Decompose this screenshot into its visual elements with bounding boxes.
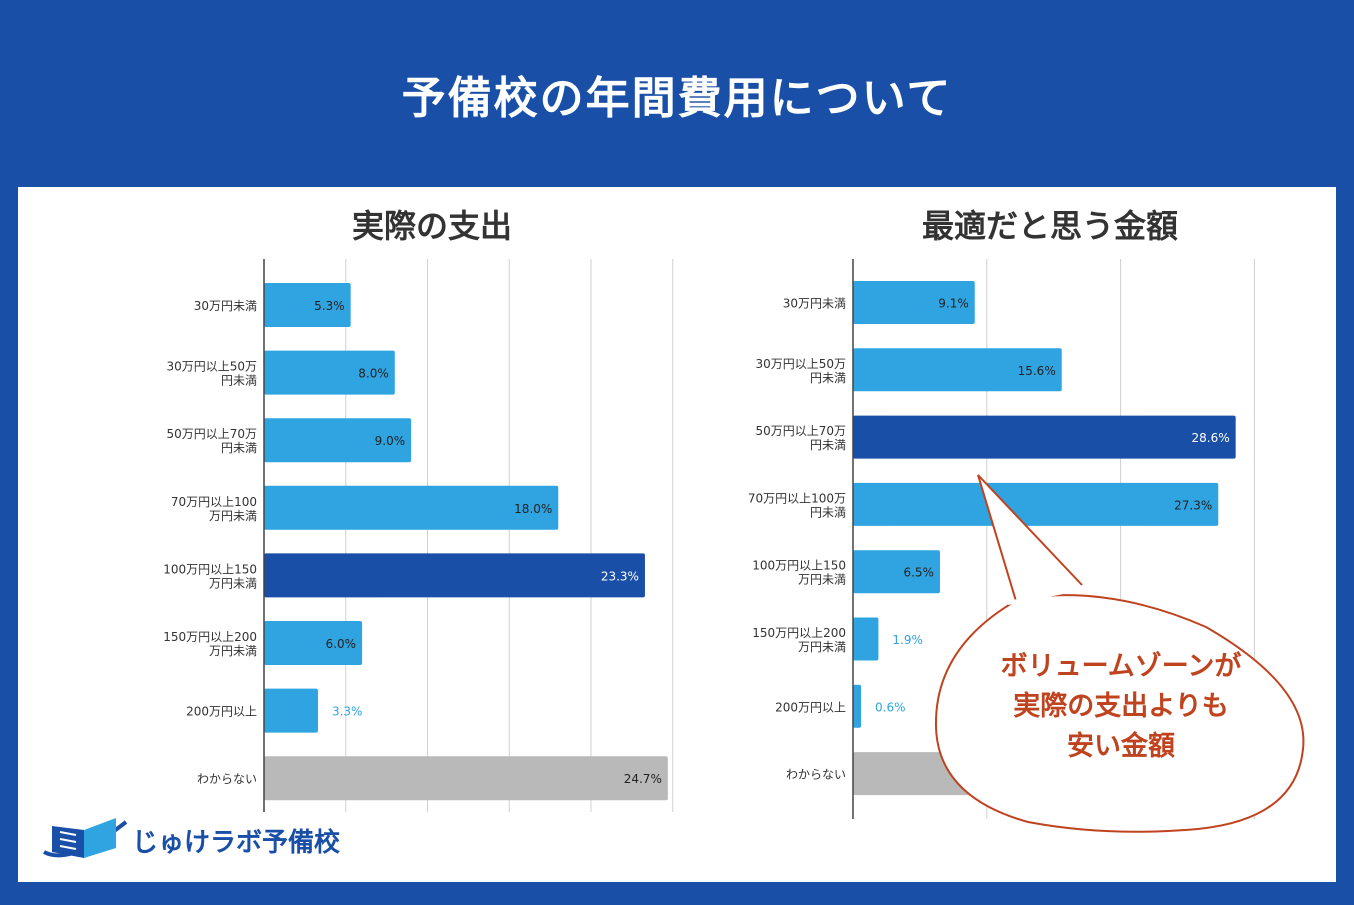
logo-text: じゅけラボ予備校: [132, 828, 341, 858]
category-label-0-4-1: 万円未満: [209, 576, 257, 590]
category-label-0-1-1: 円未満: [221, 374, 257, 388]
category-label-0-2-0: 50万円以上70万: [166, 427, 257, 441]
callout-text-1: 実際の支出よりも: [1013, 690, 1228, 722]
bar-label-0-1: 8.0%: [358, 367, 389, 381]
category-label-1-3-0: 70万円以上100万: [748, 491, 846, 505]
bar-0-1: [264, 350, 395, 395]
category-label-1-6-0: 200万円以上: [775, 700, 846, 714]
page-title: 予備校の年間費用について: [401, 73, 953, 124]
category-label-0-6-0: 200万円以上: [186, 705, 257, 719]
bar-1-3: [853, 482, 1219, 526]
bar-0-4: [264, 553, 645, 598]
bar-1-0: [853, 281, 975, 324]
bar-label-0-5: 6.0%: [326, 637, 357, 651]
bar-1-1: [853, 348, 1062, 392]
chart-title-1: 最適だと思う金額: [922, 207, 1178, 245]
category-label-1-3-1: 円未満: [810, 505, 846, 519]
bar-0-6: [264, 688, 318, 733]
category-label-0-3-1: 万円未満: [209, 509, 257, 523]
category-label-1-4-1: 万円未満: [798, 573, 846, 587]
bar-0-3: [264, 485, 559, 530]
bar-label-0-0: 5.3%: [314, 299, 345, 313]
category-label-1-0-0: 30万円未満: [783, 297, 846, 311]
chart-canvas: 実際の支出5.3%30万円未満8.0%30万円以上50万円未満9.0%50万円以…: [163, 207, 1305, 833]
book-logo-icon: [43, 818, 128, 858]
category-label-0-5-1: 万円未満: [209, 644, 257, 658]
chart-title-0: 実際の支出: [352, 207, 512, 245]
category-label-1-1-1: 円未満: [810, 371, 846, 385]
bar-0-7: [264, 756, 668, 801]
bar-label-0-6: 3.3%: [332, 705, 363, 719]
category-label-0-1-0: 30万円以上50万: [166, 360, 257, 374]
bar-label-1-4: 6.5%: [903, 566, 934, 580]
callout-text-0: ボリュームゾーンが: [1001, 650, 1242, 682]
bar-label-0-7: 24.7%: [624, 772, 662, 786]
bar-1-6: [853, 684, 862, 728]
bar-1-2: [853, 415, 1236, 459]
bar-1-4: [853, 550, 940, 594]
callout-bubble: [934, 594, 1305, 833]
bar-label-1-5: 1.9%: [892, 633, 923, 647]
category-label-1-4-0: 100万円以上150: [752, 559, 846, 573]
category-label-0-0-0: 30万円未満: [194, 299, 257, 313]
category-label-1-5-1: 万円未満: [798, 640, 846, 654]
bar-label-1-0: 9.1%: [938, 297, 969, 311]
category-label-0-5-0: 150万円以上200: [163, 630, 257, 644]
callout-tail: [977, 474, 1083, 602]
category-label-0-4-0: 100万円以上150: [163, 562, 257, 576]
bar-label-1-1: 15.6%: [1018, 364, 1056, 378]
chart-panel: 実際の支出 5.3% 30万円未満 8.0% 30万円以上50万 円未満 9.0% 50万円以…: [18, 187, 1336, 882]
bar-0-2: [264, 418, 412, 463]
bar-label-0-3: 18.0%: [514, 502, 552, 516]
category-label-0-2-1: 円未満: [221, 441, 257, 455]
bar-0-0: [264, 283, 351, 327]
category-label-1-7-0: わからない: [786, 768, 846, 782]
category-label-1-2-0: 50万円以上70万: [755, 424, 846, 438]
bar-1-5: [853, 617, 879, 661]
bar-label-0-4: 23.3%: [601, 569, 639, 583]
callout-tail-join: [1007, 585, 1089, 605]
category-label-1-1-0: 30万円以上50万: [755, 357, 846, 371]
category-label-1-2-1: 円未満: [810, 438, 846, 452]
callout-text-2: 安い金額: [1067, 730, 1175, 762]
bar-0-5: [264, 621, 363, 665]
bar-label-1-3: 27.3%: [1174, 498, 1212, 512]
bar-label-0-2: 9.0%: [375, 434, 406, 448]
bar-label-1-2: 28.6%: [1192, 431, 1230, 445]
bar-label-1-6: 0.6%: [875, 700, 906, 714]
category-label-0-7-0: わからない: [197, 772, 257, 786]
category-label-0-3-0: 70万円以上100: [171, 495, 257, 509]
category-label-1-5-0: 150万円以上200: [752, 626, 846, 640]
